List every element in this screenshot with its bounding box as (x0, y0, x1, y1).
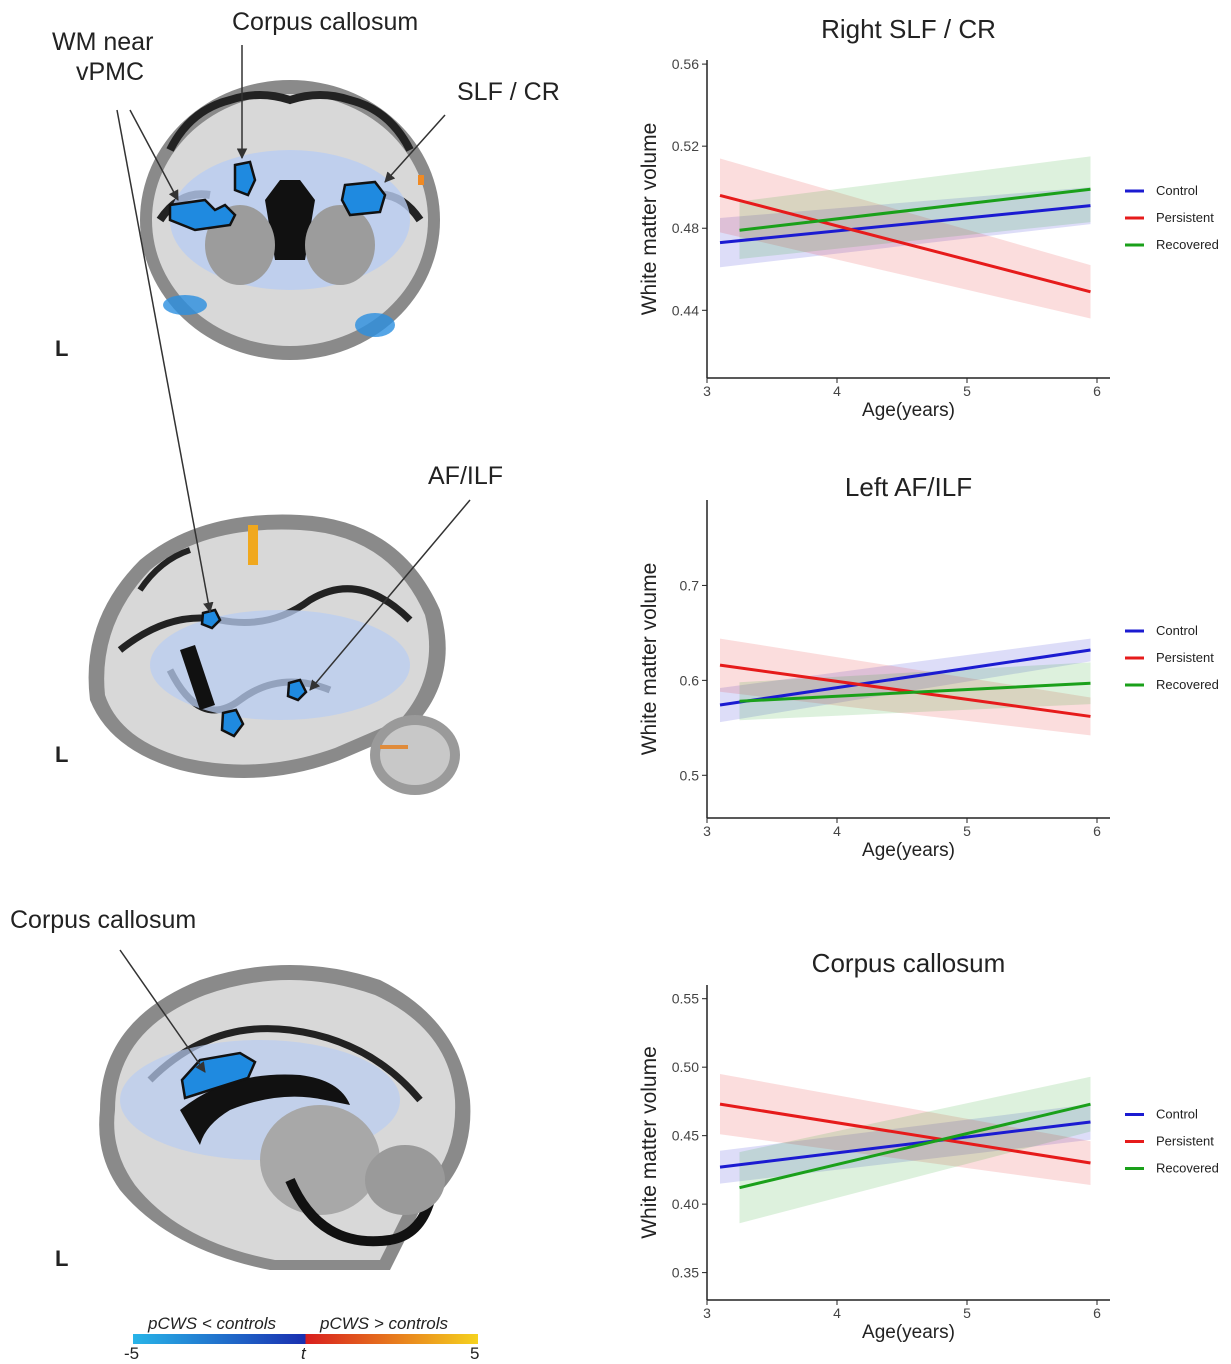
colorbar-right-label: pCWS > controls (320, 1314, 449, 1333)
chart-right-slf-cr: Right SLF / CR 3 4 5 6 0.44 0.48 0.52 0.56 Age(ye… (638, 14, 1219, 421)
annotation-wm-vpmc-line2: vPMC (76, 58, 145, 86)
trend-line-recovered (739, 681, 1091, 703)
x-tick-label: 4 (833, 1305, 841, 1321)
colorbar-max: 5 (470, 1344, 480, 1363)
y-tick-label: 0.40 (672, 1196, 699, 1212)
x-axis-label: Age(years) (862, 1322, 955, 1343)
trend-line-recovered (739, 187, 1091, 232)
chart-left-af-ilf: Left AF/ILF 3 4 5 6 0.5 0.6 0.7 Age(years) White … (638, 472, 1219, 861)
y-tick-label: 0.56 (672, 56, 699, 72)
x-tick-label: 5 (963, 823, 971, 839)
annotation-af-ilf: AF/ILF (428, 462, 504, 490)
y-tick-label: 0.6 (680, 672, 700, 688)
x-tick-label: 6 (1093, 823, 1101, 839)
confidence-band-control (720, 638, 1091, 723)
sagittal-lateral-brain-slice (88, 514, 460, 795)
y-tick-label: 0.35 (672, 1265, 699, 1281)
x-tick-label: 4 (833, 823, 841, 839)
y-tick-label: 0.44 (672, 302, 699, 318)
chart-title: Left AF/ILF (845, 472, 972, 502)
trend-line-control (719, 204, 1091, 245)
x-tick-label: 5 (963, 1305, 971, 1321)
annotation-corpus-callosum-bottom: Corpus callosum (10, 906, 197, 934)
x-tick-label: 6 (1093, 1305, 1101, 1321)
x-tick-label: 3 (703, 1305, 711, 1321)
confidence-band-persistent (720, 638, 1091, 736)
colorbar-left-label: pCWS < controls (148, 1314, 277, 1333)
y-tick-label: 0.52 (672, 138, 699, 154)
trend-line-control (719, 648, 1091, 707)
y-tick-label: 0.55 (672, 991, 699, 1007)
left-hemisphere-marker-3: L (55, 1246, 69, 1271)
legend-label-control: Control (1156, 183, 1198, 198)
y-tick-label: 0.5 (680, 767, 700, 783)
legend-label-persistent: Persistent (1156, 650, 1214, 665)
colorbar-min: -5 (124, 1344, 140, 1363)
y-tick-label: 0.50 (672, 1059, 699, 1075)
y-axis-label: White matter volume (638, 563, 661, 756)
confidence-band-control (720, 187, 1091, 268)
legend-label-recovered: Recovered (1156, 237, 1219, 252)
x-tick-label: 6 (1093, 383, 1101, 399)
y-tick-label: 0.7 (680, 577, 700, 593)
y-axis-label: White matter volume (638, 123, 661, 316)
colorbar-gradient (133, 1334, 478, 1344)
x-axis-label: Age(years) (862, 400, 955, 421)
legend-label-control: Control (1156, 623, 1198, 638)
chart-corpus-callosum: Corpus callosum 3 4 5 6 0.35 0.40 0.45 0.50 0.55 A… (638, 948, 1219, 1343)
legend-label-recovered: Recovered (1156, 677, 1219, 692)
x-tick-label: 4 (833, 383, 841, 399)
annotation-corpus-callosum-top: Corpus callosum (232, 8, 419, 36)
confidence-band-persistent (720, 158, 1091, 319)
trend-line-persistent (719, 193, 1091, 294)
trend-line-persistent (719, 1102, 1091, 1165)
y-tick-label: 0.45 (672, 1128, 699, 1144)
annotation-slf-cr: SLF / CR (457, 78, 560, 106)
trend-line-recovered (739, 1102, 1091, 1190)
confidence-band-recovered (739, 1076, 1091, 1224)
y-tick-label: 0.48 (672, 220, 699, 236)
legend-label-persistent: Persistent (1156, 1134, 1214, 1149)
x-tick-label: 5 (963, 383, 971, 399)
trend-line-control (719, 1120, 1091, 1169)
trend-line-persistent (719, 663, 1091, 718)
chart-title: Corpus callosum (812, 948, 1006, 978)
sagittal-medial-brain-slice (99, 965, 471, 1270)
coronal-brain-slice (140, 80, 440, 360)
confidence-band-persistent (720, 1074, 1091, 1185)
x-tick-label: 3 (703, 823, 711, 839)
legend-label-control: Control (1156, 1107, 1198, 1122)
legend-label-persistent: Persistent (1156, 210, 1214, 225)
left-hemisphere-marker-1: L (55, 336, 69, 361)
y-axis-label: White matter volume (638, 1046, 661, 1239)
left-hemisphere-marker-2: L (55, 742, 69, 767)
x-axis-label: Age(years) (862, 840, 955, 861)
colorbar-mid: t (301, 1344, 306, 1363)
legend-label-recovered: Recovered (1156, 1161, 1219, 1176)
chart-title: Right SLF / CR (821, 14, 996, 44)
x-tick-label: 3 (703, 383, 711, 399)
annotation-wm-vpmc-line1: WM near (52, 28, 154, 56)
